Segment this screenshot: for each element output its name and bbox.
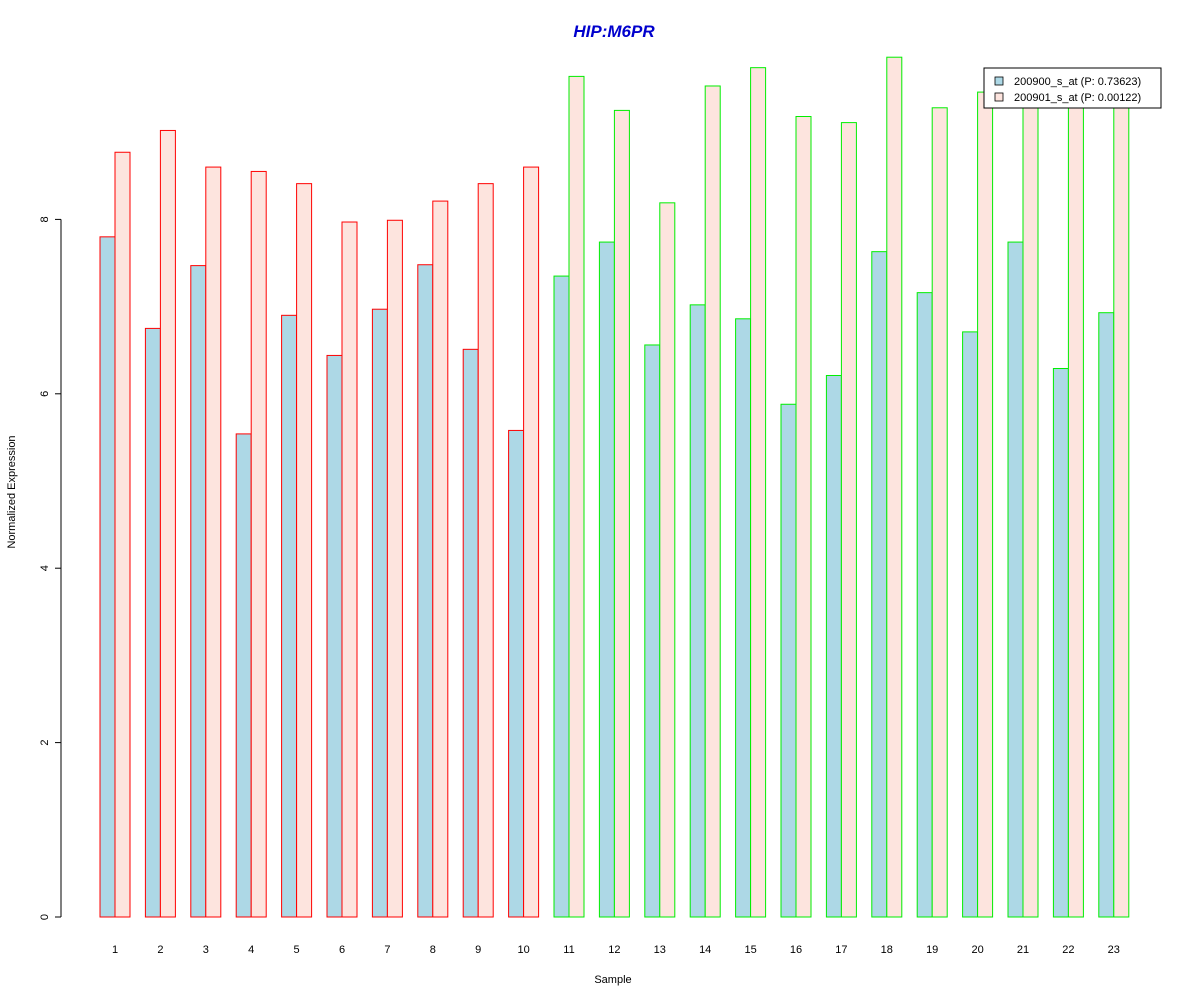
x-axis-label: Sample — [594, 974, 631, 986]
bar-series1-sample-9 — [462, 348, 479, 918]
bar-series2-sample-5 — [296, 183, 313, 918]
x-tick-label: 20 — [971, 944, 983, 956]
x-tick-label: 14 — [699, 944, 711, 956]
y-tick-label: 8 — [39, 216, 51, 222]
legend-box — [983, 67, 1162, 109]
bar-series1-sample-12 — [598, 241, 615, 918]
bar-series1-sample-16 — [780, 403, 797, 918]
bar-series2-sample-22 — [1067, 103, 1084, 918]
bar-series1-sample-20 — [962, 331, 979, 918]
x-tick-label: 4 — [248, 944, 254, 956]
bar-series1-sample-23 — [1098, 312, 1115, 918]
x-tick-label: 18 — [881, 944, 893, 956]
bar-series2-sample-16 — [795, 116, 812, 918]
bar-series2-sample-10 — [523, 166, 540, 918]
x-tick-label: 6 — [339, 944, 345, 956]
bar-series2-sample-1 — [114, 151, 131, 918]
bar-series1-sample-4 — [235, 433, 252, 918]
chart-title: HIP:M6PR — [573, 22, 655, 41]
bar-series1-sample-3 — [190, 265, 207, 918]
bar-series2-sample-21 — [1022, 103, 1039, 918]
bar-series1-sample-8 — [417, 264, 434, 918]
bar-series1-sample-15 — [735, 318, 752, 918]
bar-series2-sample-11 — [568, 75, 585, 918]
legend-label: 200900_s_at (P: 0.73623) — [1014, 76, 1141, 88]
legend: 200900_s_at (P: 0.73623) 200901_s_at (P: … — [983, 67, 1162, 109]
bar-series2-sample-19 — [931, 107, 948, 918]
x-tick-label: 12 — [608, 944, 620, 956]
x-tick-label: 21 — [1017, 944, 1029, 956]
bar-series2-sample-8 — [432, 200, 449, 918]
bar-series1-sample-2 — [144, 327, 161, 918]
bar-series1-sample-22 — [1052, 368, 1069, 918]
bar-series1-sample-6 — [326, 354, 343, 918]
x-tick-label: 2 — [157, 944, 163, 956]
y-tick-label: 2 — [39, 740, 51, 746]
bar-series1-sample-1 — [99, 236, 116, 918]
bar-series1-sample-19 — [916, 292, 933, 918]
bar-series2-sample-20 — [977, 91, 994, 918]
bar-series2-sample-17 — [840, 122, 857, 918]
bar-series2-sample-2 — [159, 129, 176, 918]
x-tick-labels: 1 2 3 4 5 6 7 8 9 10 11 12 13 14 15 16 17 18 19 20 21 22 23 — [112, 944, 1120, 956]
legend-swatch — [994, 76, 1004, 86]
legend-swatch — [994, 92, 1004, 102]
x-tick-label: 15 — [744, 944, 756, 956]
y-tick-label: 6 — [39, 391, 51, 397]
x-tick-label: 11 — [563, 944, 574, 956]
bar-series1-sample-14 — [689, 304, 706, 918]
x-tick-label: 9 — [475, 944, 481, 956]
x-tick-label: 8 — [430, 944, 436, 956]
bar-series2-sample-3 — [205, 166, 222, 918]
bar-series2-sample-23 — [1113, 103, 1130, 918]
bar-series2-sample-6 — [341, 221, 358, 918]
bar-series2-sample-7 — [386, 219, 403, 918]
bar-series2-sample-12 — [613, 109, 630, 918]
legend-label: 200901_s_at (P: 0.00122) — [1014, 92, 1141, 104]
y-axis: 0 2 4 6 8 — [39, 216, 62, 920]
x-tick-label: 17 — [835, 944, 847, 956]
bar-series1-sample-17 — [825, 374, 842, 918]
bar-series1-sample-18 — [871, 251, 888, 918]
x-tick-label: 16 — [790, 944, 802, 956]
bar-series1-sample-13 — [644, 344, 661, 918]
bar-series1-sample-5 — [281, 314, 298, 918]
y-tick-label: 0 — [39, 914, 51, 920]
bar-series1-sample-10 — [508, 429, 525, 918]
x-tick-label: 22 — [1062, 944, 1074, 956]
x-tick-label: 5 — [294, 944, 300, 956]
x-tick-label: 19 — [926, 944, 938, 956]
bar-series1-sample-11 — [553, 275, 570, 918]
bars-layer — [99, 56, 1130, 918]
bar-series2-sample-18 — [886, 56, 903, 918]
bar-series2-sample-4 — [250, 170, 267, 918]
bar-series2-sample-9 — [477, 183, 494, 918]
x-tick-label: 13 — [654, 944, 666, 956]
bar-series1-sample-7 — [371, 308, 388, 918]
x-tick-label: 7 — [384, 944, 390, 956]
y-tick-label: 4 — [39, 565, 51, 571]
bar-series2-sample-15 — [750, 67, 767, 918]
bar-series2-sample-14 — [704, 85, 721, 918]
x-tick-label: 1 — [112, 944, 118, 956]
x-tick-label: 23 — [1108, 944, 1120, 956]
y-axis-label: Normalized Expression — [6, 435, 18, 548]
x-tick-label: 3 — [203, 944, 209, 956]
x-tick-label: 10 — [517, 944, 529, 956]
bar-series2-sample-13 — [659, 202, 676, 918]
bar-series1-sample-21 — [1007, 241, 1024, 918]
